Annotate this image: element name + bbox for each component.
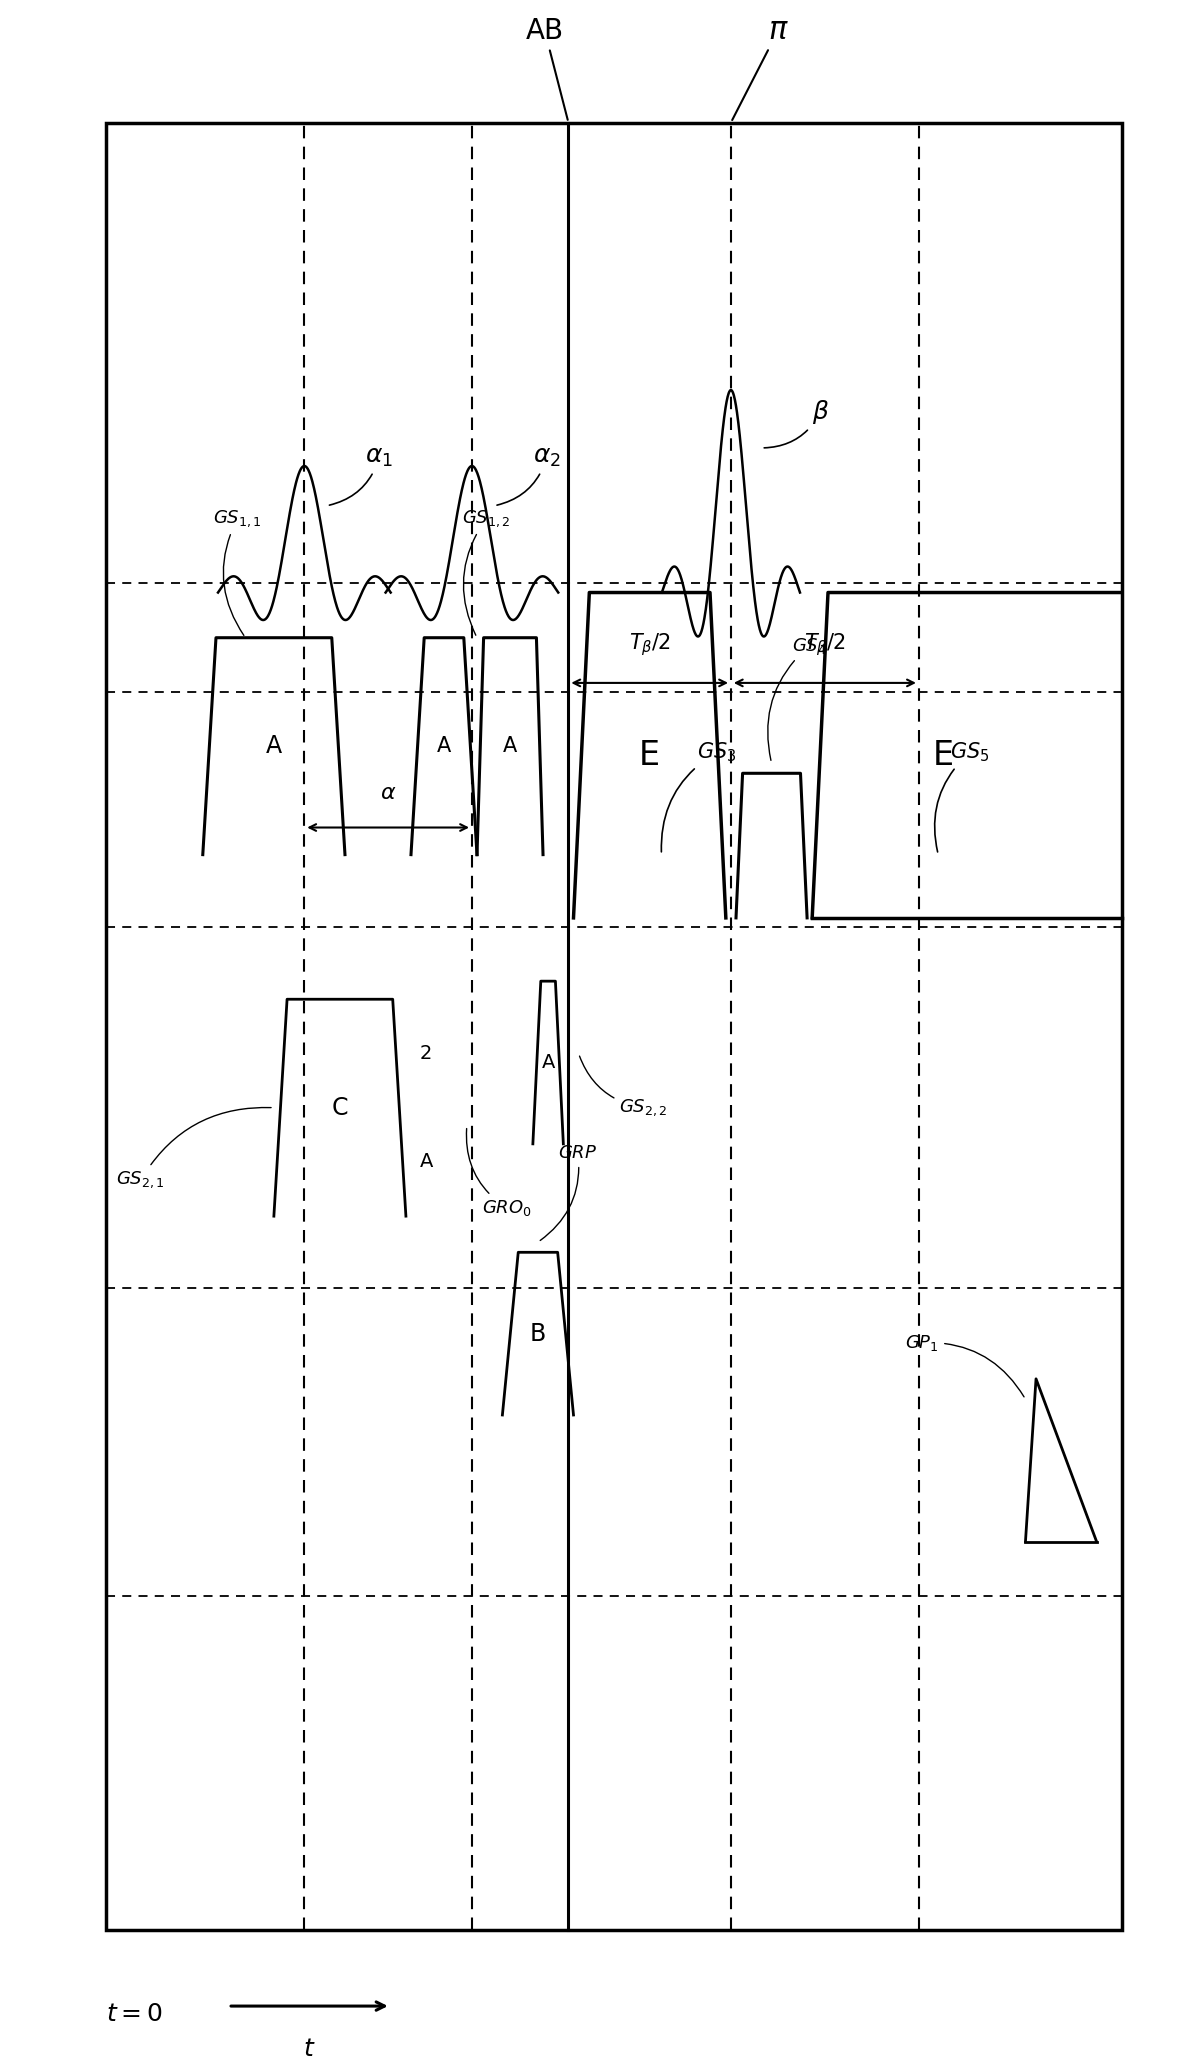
Text: $\alpha$: $\alpha$ — [380, 784, 397, 802]
Text: $GRP$: $GRP$ — [540, 1144, 598, 1241]
Text: $T_\beta/2$: $T_\beta/2$ — [628, 631, 671, 658]
Text: $GS_{1,1}$: $GS_{1,1}$ — [213, 509, 262, 635]
Text: A: A — [266, 734, 282, 759]
Text: $GS_3$: $GS_3$ — [661, 740, 736, 852]
Text: $T_\beta/2$: $T_\beta/2$ — [804, 631, 846, 658]
Bar — [106, 122, 1122, 1930]
Text: $GS_{2,1}$: $GS_{2,1}$ — [117, 1107, 272, 1190]
Text: $t=0$: $t=0$ — [106, 2002, 163, 2027]
Text: AB: AB — [526, 16, 568, 120]
Text: $GS_{1,2}$: $GS_{1,2}$ — [462, 509, 510, 635]
Text: $\beta$: $\beta$ — [764, 398, 829, 447]
Text: C: C — [332, 1095, 348, 1120]
Text: $\alpha_2$: $\alpha_2$ — [497, 445, 561, 505]
Text: $GS_5$: $GS_5$ — [934, 740, 990, 852]
Text: E: E — [639, 738, 660, 771]
Text: $GP_1$: $GP_1$ — [906, 1332, 1024, 1396]
Text: 2: 2 — [420, 1043, 432, 1064]
Text: A: A — [503, 736, 517, 757]
Text: $GS_{2,2}$: $GS_{2,2}$ — [580, 1056, 667, 1118]
Text: B: B — [530, 1322, 546, 1346]
Text: $t$: $t$ — [304, 2037, 315, 2060]
Text: E: E — [933, 738, 954, 771]
Text: A: A — [419, 1153, 433, 1171]
Text: $GRO_0$: $GRO_0$ — [466, 1128, 531, 1219]
Text: $\pi$: $\pi$ — [732, 16, 789, 120]
Text: $GS_4$: $GS_4$ — [768, 635, 827, 761]
Text: A: A — [541, 1054, 555, 1072]
Text: A: A — [437, 736, 451, 757]
Text: $\alpha_1$: $\alpha_1$ — [329, 445, 393, 505]
